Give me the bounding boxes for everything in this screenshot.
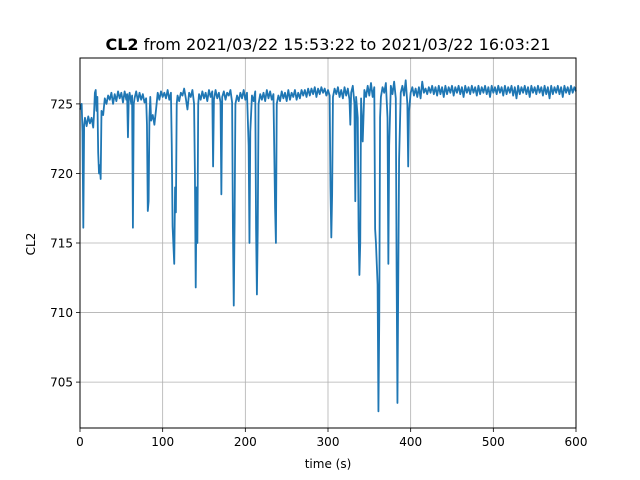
x-axis-ticks: 0 100 200 300 400 500 600 [76, 428, 587, 449]
y-tick-label: 715 [50, 237, 73, 251]
x-tick-label: 0 [76, 435, 84, 449]
x-axis-label: time (s) [305, 457, 352, 471]
y-tick-label: 720 [50, 167, 73, 181]
y-tick-label: 705 [50, 376, 73, 390]
chart-title-bold: CL2 [105, 35, 138, 54]
series-line-0 [79, 79, 577, 413]
chart-title-rest: from 2021/03/22 15:53:22 to 2021/03/22 1… [139, 35, 551, 54]
x-tick-label: 100 [151, 435, 174, 449]
series-group [79, 79, 577, 413]
x-tick-label: 600 [565, 435, 588, 449]
y-axis-ticks: 705 710 715 720 725 [50, 97, 80, 390]
x-tick-label: 500 [482, 435, 505, 449]
y-tick-label: 710 [50, 306, 73, 320]
y-axis-label: CL2 [24, 233, 38, 256]
x-tick-label: 300 [317, 435, 340, 449]
x-tick-label: 200 [234, 435, 257, 449]
grid-lines [79, 58, 577, 428]
x-tick-label: 400 [399, 435, 422, 449]
y-tick-label: 725 [50, 97, 73, 111]
chart-title: CL2 from 2021/03/22 15:53:22 to 2021/03/… [105, 35, 550, 54]
